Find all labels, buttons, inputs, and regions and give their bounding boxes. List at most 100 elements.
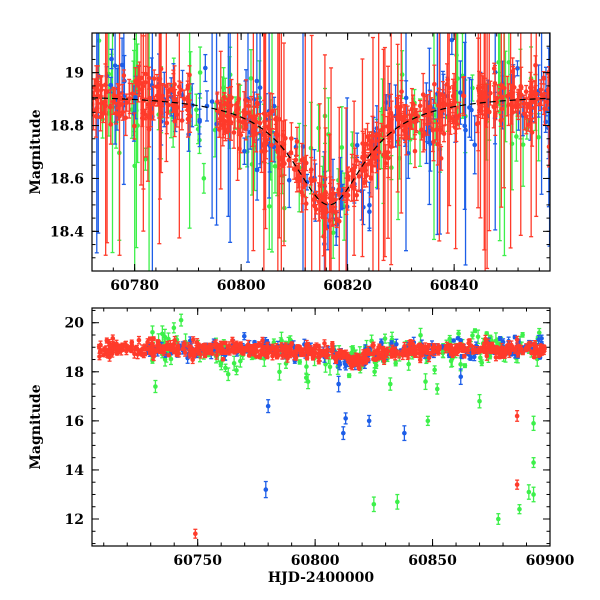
bottom-green-point	[171, 322, 177, 334]
bottom-x-tick-label: 60850	[408, 553, 457, 569]
top-red-point	[107, 89, 113, 126]
top-blue-point	[112, 33, 118, 145]
bottom-red-point	[410, 347, 416, 356]
top-red-point	[246, 101, 252, 124]
top-red-point	[132, 112, 137, 140]
top-red-point	[358, 163, 364, 176]
top-red-point	[541, 70, 546, 85]
top-red-point	[515, 91, 520, 112]
top-blue-point	[515, 60, 520, 77]
top-red-point	[243, 113, 249, 141]
bottom-red-point	[107, 352, 112, 362]
top-red-point	[376, 33, 381, 271]
top-blue-point	[463, 33, 468, 266]
top-red-point	[524, 98, 529, 135]
bottom-red-point	[181, 342, 186, 349]
bottom-red-point	[506, 340, 511, 350]
top-red-point	[92, 78, 97, 97]
bottom-red-point	[145, 346, 150, 352]
top-red-point	[254, 115, 259, 129]
top-red-point	[533, 55, 538, 76]
top-red-point	[308, 171, 313, 186]
top-red-point	[370, 115, 375, 156]
bottom-red-point	[516, 343, 522, 351]
top-y-tick-label: 18.4	[50, 224, 84, 240]
bottom-red-point	[417, 356, 423, 364]
top-blue-point	[242, 137, 247, 166]
bottom-red-point	[176, 349, 182, 358]
bottom-outlier-point	[225, 367, 231, 382]
bottom-blue-point	[458, 338, 463, 343]
bottom-red-point	[291, 350, 296, 356]
top-red-point	[413, 108, 419, 134]
top-red-point	[185, 96, 191, 124]
top-blue-point	[462, 41, 468, 210]
bottom-red-point	[462, 348, 467, 354]
bottom-red-point	[115, 344, 121, 352]
top-green-point	[194, 93, 199, 127]
top-red-point	[385, 65, 391, 239]
top-red-point	[499, 98, 504, 120]
bottom-y-axis-title: Magnitude	[28, 384, 44, 469]
top-red-point	[381, 48, 386, 262]
bottom-red-point	[356, 366, 362, 371]
top-x-tick-label: 60780	[110, 278, 159, 294]
top-blue-point	[449, 33, 455, 56]
top-red-point	[546, 126, 550, 168]
bottom-red-point	[384, 349, 390, 359]
bottom-outlier-point	[496, 513, 501, 525]
top-red-point	[121, 69, 127, 82]
bottom-outlier-point	[514, 410, 520, 422]
bottom-red-point	[456, 347, 461, 354]
bottom-red-point	[239, 350, 245, 355]
top-blue-point	[203, 53, 208, 83]
bottom-green-point	[372, 367, 377, 377]
top-red-point	[120, 103, 126, 121]
top-red-point	[322, 54, 328, 271]
bottom-red-point	[408, 339, 413, 344]
bottom-red-point	[274, 345, 280, 355]
top-red-point	[546, 66, 550, 78]
bottom-red-point	[373, 356, 379, 362]
bottom-red-point	[375, 350, 381, 356]
top-x-tick-label: 60820	[323, 278, 372, 294]
bottom-red-point	[161, 344, 166, 354]
bottom-y-tick-label: 20	[65, 316, 85, 332]
top-red-point	[104, 33, 110, 244]
bottom-red-point	[270, 351, 275, 361]
bottom-red-point	[341, 349, 346, 359]
top-red-point	[479, 72, 485, 112]
bottom-red-point	[462, 353, 467, 359]
top-blue-point	[209, 33, 215, 219]
bottom-red-point	[349, 355, 355, 364]
bottom-red-point	[371, 341, 376, 349]
top-model-curve	[92, 97, 550, 206]
top-red-point	[368, 159, 374, 198]
top-red-point	[432, 64, 437, 104]
top-red-point	[235, 33, 240, 182]
bottom-red-point	[538, 343, 544, 348]
top-x-tick-label: 60800	[217, 278, 266, 294]
top-red-point	[417, 99, 423, 112]
top-blue-point	[119, 37, 125, 93]
bottom-outlier-point	[531, 457, 536, 469]
top-red-point	[214, 93, 220, 128]
bottom-outlier-point	[517, 504, 522, 515]
bottom-x-tick-label: 60750	[173, 553, 222, 569]
top-red-point	[352, 147, 358, 188]
top-red-point	[98, 75, 103, 118]
top-red-point	[146, 66, 152, 90]
bottom-green-point	[297, 359, 303, 365]
top-red-point	[538, 79, 544, 101]
bottom-red-point	[246, 353, 252, 358]
top-red-point	[343, 107, 349, 271]
bottom-red-point	[202, 353, 208, 359]
bottom-outlier-point	[531, 486, 536, 503]
bottom-green-point	[160, 325, 165, 343]
top-red-point	[333, 199, 338, 226]
bottom-red-point	[149, 346, 155, 353]
top-red-point	[395, 43, 400, 193]
top-red-point	[135, 64, 141, 103]
bottom-red-point	[256, 341, 262, 348]
bottom-red-point	[449, 343, 455, 353]
